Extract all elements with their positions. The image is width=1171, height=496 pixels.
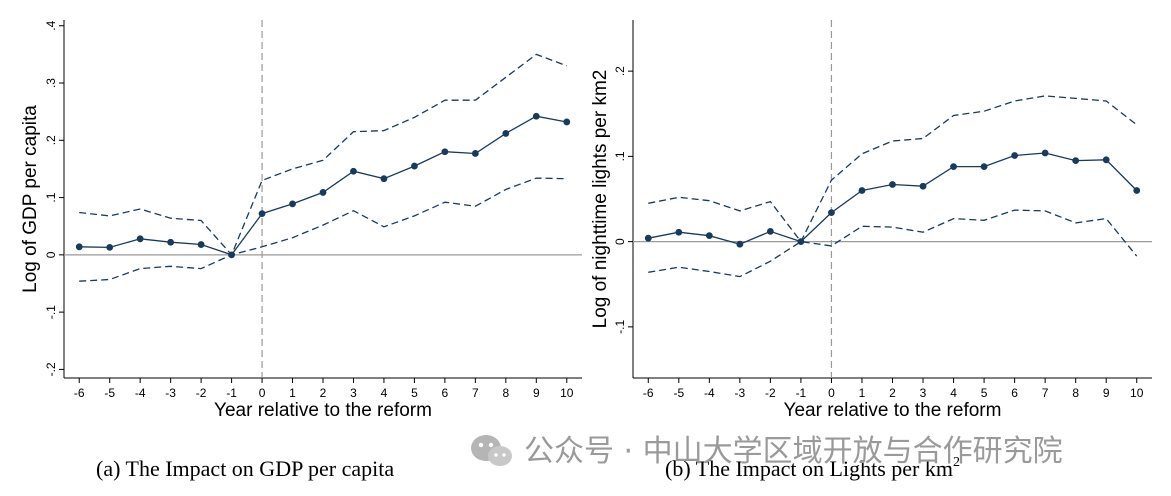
caption-a: (a) The Impact on GDP per capita bbox=[96, 456, 394, 481]
caption-b-superscript: 2 bbox=[953, 455, 960, 470]
data-point bbox=[289, 200, 296, 208]
y-tick-label: .4 bbox=[44, 20, 58, 30]
caption-b: (b) The Impact on Lights per km2 bbox=[665, 455, 960, 481]
y-tick-label: 0 bbox=[613, 238, 627, 245]
data-point bbox=[858, 187, 866, 194]
series-line-estimate bbox=[79, 115, 567, 256]
x-tick-label: 9 bbox=[1103, 386, 1110, 400]
x-axis-title: Year relative to the reform bbox=[214, 400, 432, 421]
series-line-upper_ci bbox=[79, 53, 568, 257]
x-tick-label: 9 bbox=[533, 386, 540, 400]
y-tick-label: .2 bbox=[613, 66, 627, 76]
data-point bbox=[1041, 149, 1049, 157]
series-line-estimate bbox=[648, 152, 1138, 245]
data-point bbox=[1133, 187, 1141, 194]
watermark-text: 公众号 · 中山大学区域开放与合作研究院 bbox=[524, 434, 1063, 469]
y-axis-title: Log of GDP per capita bbox=[20, 105, 41, 293]
chart-panel-a: -.2 -.1 0 .1 .2 .3 .4 -6 -5 -4 -3 -2 -1 0 1 2 3 4 5 6 7 8 9 10 Y… bbox=[20, 20, 582, 421]
data-point bbox=[1011, 152, 1019, 159]
data-point bbox=[644, 234, 652, 242]
x-tick-label: 10 bbox=[1130, 386, 1144, 400]
x-tick-label: -2 bbox=[196, 386, 207, 400]
y-tick-label: .1 bbox=[44, 192, 58, 202]
data-point bbox=[106, 244, 114, 251]
data-point bbox=[1102, 156, 1110, 164]
x-tick-label: 10 bbox=[560, 386, 574, 400]
watermark: 公众号 · 中山大学区域开放与合作研究院 bbox=[471, 434, 1063, 469]
x-tick-label: -1 bbox=[796, 386, 807, 400]
data-point bbox=[532, 112, 540, 120]
x-tick-label: -5 bbox=[104, 386, 115, 400]
x-tick-label: -4 bbox=[135, 386, 146, 400]
data-point bbox=[766, 227, 774, 235]
x-tick-label: 8 bbox=[1072, 386, 1079, 400]
data-point bbox=[980, 163, 988, 171]
x-tick-label: 4 bbox=[950, 386, 957, 400]
data-point bbox=[563, 118, 571, 126]
x-axis-title: Year relative to the reform bbox=[784, 400, 1002, 421]
data-point bbox=[736, 240, 744, 248]
x-tick-label: 3 bbox=[350, 386, 357, 400]
data-point bbox=[889, 181, 896, 188]
wechat-icon bbox=[471, 435, 512, 466]
x-tick-label: -6 bbox=[643, 386, 654, 400]
y-tick-label: .2 bbox=[44, 135, 58, 145]
x-tick-label: -1 bbox=[226, 386, 237, 400]
data-point bbox=[136, 235, 144, 243]
data-point bbox=[1072, 157, 1080, 165]
x-tick-label: 3 bbox=[920, 386, 927, 400]
data-point bbox=[197, 241, 205, 248]
x-tick-label: 2 bbox=[889, 386, 896, 400]
x-tick-label: 6 bbox=[1011, 386, 1018, 400]
data-point bbox=[380, 175, 388, 183]
data-point bbox=[471, 150, 479, 157]
x-tick-label: 8 bbox=[502, 386, 509, 400]
data-point bbox=[258, 210, 266, 218]
x-tick-label: 1 bbox=[289, 386, 296, 400]
x-tick-label: 6 bbox=[442, 386, 449, 400]
x-tick-label: -2 bbox=[765, 386, 776, 400]
data-point bbox=[441, 148, 449, 156]
y-tick-label: 0 bbox=[44, 251, 58, 258]
data-point bbox=[75, 243, 83, 251]
x-tick-label: 4 bbox=[381, 386, 388, 400]
x-tick-label: -6 bbox=[74, 386, 85, 400]
data-point bbox=[502, 130, 510, 137]
y-tick-label: -.2 bbox=[44, 362, 58, 376]
data-point bbox=[319, 189, 327, 196]
data-point bbox=[675, 228, 683, 236]
chart-panel-b: -.1 0 .1 .2 -6 -5 -4 -3 -2 -1 0 1 2 3 4 5 6 7 8 9 10 Year rel… bbox=[590, 20, 1152, 421]
y-tick-label: .3 bbox=[44, 78, 58, 88]
y-tick-label: .1 bbox=[613, 151, 627, 161]
x-tick-label: -3 bbox=[165, 386, 176, 400]
y-axis-title: Log of nighttime lights per km2 bbox=[590, 70, 611, 329]
data-point bbox=[950, 163, 957, 171]
data-point bbox=[705, 232, 713, 240]
series-line-lower_ci bbox=[79, 177, 567, 282]
y-tick-label: -.1 bbox=[44, 305, 58, 319]
data-point bbox=[411, 162, 418, 170]
series-line-upper_ci bbox=[648, 95, 1138, 243]
x-tick-label: 7 bbox=[1042, 386, 1049, 400]
data-point bbox=[919, 182, 927, 190]
y-tick-label: -.1 bbox=[613, 320, 627, 334]
x-tick-label: 7 bbox=[472, 386, 479, 400]
series-line-lower_ci bbox=[648, 209, 1138, 278]
x-tick-label: 2 bbox=[320, 386, 327, 400]
x-tick-label: 5 bbox=[411, 386, 418, 400]
x-tick-label: 5 bbox=[981, 386, 988, 400]
data-point bbox=[828, 209, 835, 217]
x-tick-label: 0 bbox=[259, 386, 266, 400]
data-point bbox=[350, 167, 357, 175]
x-tick-label: -3 bbox=[735, 386, 746, 400]
x-tick-label: 1 bbox=[859, 386, 866, 400]
x-tick-label: -4 bbox=[704, 386, 715, 400]
x-tick-label: 0 bbox=[828, 386, 835, 400]
caption-b-text: (b) The Impact on Lights per km bbox=[665, 456, 953, 481]
data-point bbox=[167, 238, 175, 246]
x-tick-label: -5 bbox=[673, 386, 684, 400]
